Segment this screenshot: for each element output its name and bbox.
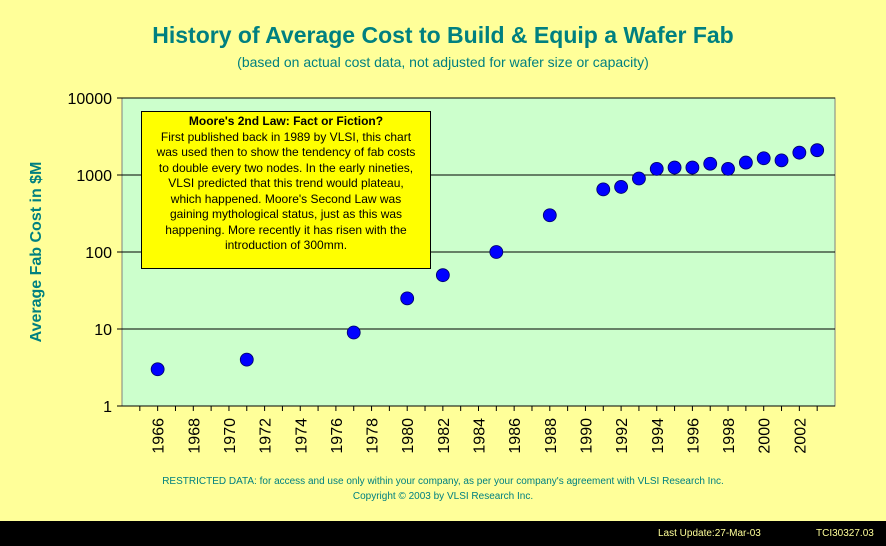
y-tick-label: 100 xyxy=(85,245,112,262)
x-tick-labels: 1966 1968 1970 1972 1974 1976 1978 1980 1982 1984… xyxy=(151,418,810,454)
x-tick-label: 1968 xyxy=(186,418,203,454)
chart-title: History of Average Cost to Build & Equip… xyxy=(152,22,734,48)
x-tick-label: 1980 xyxy=(400,418,417,454)
annotation-line: gaining mythological status, just as thi… xyxy=(169,207,403,221)
x-tick-label: 1998 xyxy=(721,418,738,454)
annotation-line: which happened. Moore's Second Law was xyxy=(170,191,402,206)
status-bar xyxy=(0,521,886,546)
data-point xyxy=(738,155,753,170)
data-point xyxy=(435,268,450,283)
data-point xyxy=(239,352,254,367)
x-tick-label: 1974 xyxy=(293,418,310,454)
y-axis-label: Average Fab Cost in $M xyxy=(28,162,45,343)
annotation-box: Moore's 2nd Law: Fact or Fiction? First … xyxy=(141,111,431,269)
x-tick-label: 1976 xyxy=(329,418,346,454)
x-tick-label: 1972 xyxy=(258,418,275,454)
y-tick-labels: 1 10 100 1000 10000 xyxy=(68,91,113,416)
x-tick-label: 1990 xyxy=(578,418,595,454)
x-tick-label: 2002 xyxy=(792,418,809,454)
restricted-notice: RESTRICTED DATA: for access and use only… xyxy=(162,476,724,487)
x-tick-label: 1994 xyxy=(650,418,667,454)
annotation-line: was used then to show the tendency of fa… xyxy=(156,145,416,159)
x-tick-label: 1978 xyxy=(365,418,382,454)
x-tick-label: 1992 xyxy=(614,418,631,454)
x-tick-label: 1970 xyxy=(222,418,239,454)
data-point xyxy=(667,160,682,175)
data-points xyxy=(150,143,825,377)
last-update-label: Last Update:27-Mar-03 xyxy=(658,528,761,539)
data-point xyxy=(756,151,771,166)
x-tick-label: 1996 xyxy=(685,418,702,454)
copyright-notice: Copyright © 2003 by VLSI Research Inc. xyxy=(352,491,534,502)
chart-svg: 1 10 100 1000 10000 1966 1968 1970 1972 1974 1976… xyxy=(28,91,836,454)
x-tick-label: 1988 xyxy=(543,418,560,454)
annotation-title: Moore's 2nd Law: Fact or Fiction? xyxy=(188,114,384,128)
data-point xyxy=(596,182,611,197)
x-tick-label: 2000 xyxy=(757,418,774,454)
annotation-line: introduction of 300mm. xyxy=(224,238,348,252)
data-point xyxy=(792,145,807,160)
data-point xyxy=(685,160,700,175)
y-tick-label: 10 xyxy=(94,322,112,339)
data-point xyxy=(542,208,557,223)
data-point xyxy=(614,180,628,194)
annotation-line: happening. More recently it has risen wi… xyxy=(165,222,407,237)
data-point xyxy=(632,171,646,186)
data-point xyxy=(649,162,664,176)
y-tick-label: 1 xyxy=(103,399,112,416)
y-tick-label: 1000 xyxy=(76,168,112,185)
x-tick-label: 1986 xyxy=(507,418,524,454)
x-tick-label: 1966 xyxy=(151,418,168,454)
data-point xyxy=(489,245,504,259)
annotation-line: to double every two nodes. In the early … xyxy=(158,160,414,175)
data-point xyxy=(150,362,165,377)
annotation-line: First published back in 1989 by VLSI, th… xyxy=(160,129,412,144)
annotation-line: VLSI predicted that this trend would pla… xyxy=(168,176,404,190)
data-point xyxy=(703,156,718,171)
data-point xyxy=(346,325,361,340)
x-tick-label: 1982 xyxy=(436,418,453,454)
data-point xyxy=(774,153,789,168)
chart-subtitle: (based on actual cost data, not adjusted… xyxy=(237,54,649,70)
document-code: TCI30327.03 xyxy=(816,528,874,539)
data-point xyxy=(810,143,825,158)
x-tick-label: 1984 xyxy=(472,418,489,454)
y-tick-label: 10000 xyxy=(68,91,113,108)
data-point xyxy=(721,162,735,176)
data-point xyxy=(400,291,415,306)
